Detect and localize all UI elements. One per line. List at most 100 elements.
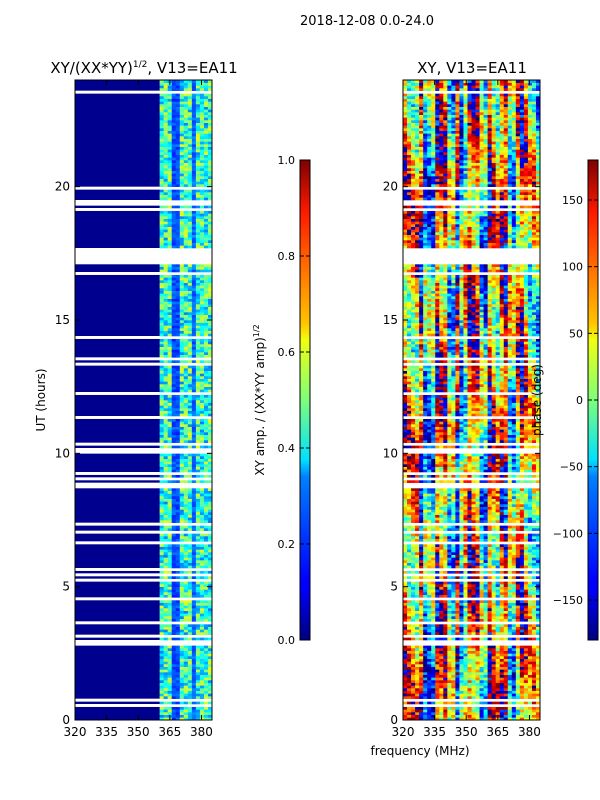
heatmap-cell <box>171 277 177 281</box>
heatmap-cell <box>479 538 484 542</box>
heatmap-cell <box>483 682 489 686</box>
heatmap-cell <box>511 669 517 673</box>
heatmap-cell <box>199 288 205 291</box>
heatmap-cell <box>459 714 464 718</box>
heatmap-cell <box>195 536 201 539</box>
heatmap-cell <box>183 138 189 142</box>
heatmap-cell <box>163 194 169 198</box>
heatmap-cell <box>403 626 408 630</box>
heatmap-cell <box>175 424 181 427</box>
heatmap-gap-row <box>75 597 212 601</box>
heatmap-cell <box>523 626 529 630</box>
heatmap-cell <box>487 536 493 539</box>
heatmap-cell <box>159 517 165 521</box>
heatmap-cell <box>407 648 412 651</box>
heatmap-cell <box>471 514 476 518</box>
heatmap-cell <box>435 706 440 710</box>
heatmap-cell <box>195 136 201 139</box>
heatmap-cell <box>463 680 468 683</box>
heatmap-cell <box>471 605 476 609</box>
heatmap-cell <box>175 152 181 155</box>
heatmap-cell <box>179 378 185 382</box>
heatmap-cell <box>171 280 177 283</box>
heatmap-cell <box>195 170 201 174</box>
heatmap-cell <box>171 104 177 107</box>
heatmap-cell <box>479 546 484 550</box>
heatmap-cell <box>199 538 205 542</box>
heatmap-cell <box>199 274 205 278</box>
heatmap-cell <box>159 592 165 595</box>
heatmap-cell <box>163 565 169 569</box>
heatmap-cell <box>403 506 408 510</box>
heatmap-cell <box>439 509 444 513</box>
heatmap-cell <box>487 554 493 558</box>
heatmap-cell <box>207 373 213 377</box>
heatmap-cell <box>463 650 468 654</box>
heatmap-cell <box>175 216 181 219</box>
heatmap-cell <box>483 706 489 710</box>
heatmap-cell <box>183 608 189 611</box>
heatmap-cell <box>163 613 169 617</box>
heatmap-cell <box>159 464 165 467</box>
heatmap-cell <box>459 562 464 566</box>
heatmap-cell <box>159 696 165 699</box>
heatmap-cell <box>475 672 480 675</box>
heatmap-cell <box>195 437 201 441</box>
heatmap-cell <box>415 616 420 619</box>
heatmap-cell <box>199 168 205 171</box>
heatmap-cell <box>159 298 165 302</box>
heatmap-cell <box>179 464 185 467</box>
heatmap-cell <box>199 693 205 697</box>
heatmap-cell <box>423 584 428 587</box>
heatmap-cell <box>475 581 480 585</box>
heatmap-cell <box>167 280 173 283</box>
heatmap-cell <box>183 304 189 307</box>
heatmap-gap-row <box>75 634 212 638</box>
heatmap-cell <box>467 666 472 670</box>
heatmap-cell <box>199 533 205 537</box>
heatmap-cell <box>191 498 197 502</box>
heatmap-cell <box>491 658 497 662</box>
heatmap-cell <box>447 656 452 659</box>
heatmap-cell <box>207 322 213 326</box>
heatmap-cell <box>199 234 205 238</box>
heatmap-cell <box>199 125 205 129</box>
heatmap-cell <box>175 224 181 227</box>
heatmap-cell <box>195 525 201 529</box>
heatmap-cell <box>199 368 205 371</box>
heatmap-cell <box>203 328 209 331</box>
heatmap-cell <box>167 466 173 470</box>
heatmap-cell <box>199 618 205 622</box>
heatmap-cell <box>527 509 533 513</box>
heatmap-cell <box>203 157 209 161</box>
heatmap-cell <box>199 469 205 473</box>
heatmap-cell <box>175 661 181 665</box>
heatmap-cell <box>191 333 197 337</box>
heatmap-cell <box>467 594 472 598</box>
heatmap-cell <box>527 592 533 595</box>
heatmap-cell <box>507 626 513 630</box>
heatmap-cell <box>203 456 209 459</box>
heatmap-cell <box>403 512 408 515</box>
heatmap-cell <box>519 557 525 561</box>
heatmap-cell <box>179 333 185 337</box>
heatmap-cell <box>475 576 480 579</box>
heatmap-cell <box>191 525 197 529</box>
heatmap-cell <box>479 650 484 654</box>
heatmap-cell <box>207 429 213 433</box>
heatmap-cell <box>187 266 193 270</box>
heatmap-cell <box>403 592 408 595</box>
heatmap-cell <box>175 456 181 459</box>
heatmap-cell <box>519 658 525 662</box>
heatmap-cell <box>179 637 185 641</box>
heatmap-cell <box>195 581 201 585</box>
heatmap-cell <box>203 650 209 654</box>
heatmap-cell <box>191 512 197 515</box>
heatmap-cell <box>171 408 177 411</box>
heatmap-cell <box>203 234 209 238</box>
heatmap-cell <box>183 146 189 150</box>
heatmap-cell <box>191 328 197 331</box>
heatmap-cell <box>171 194 177 198</box>
heatmap-cell <box>439 512 444 515</box>
heatmap-cell <box>455 560 460 563</box>
